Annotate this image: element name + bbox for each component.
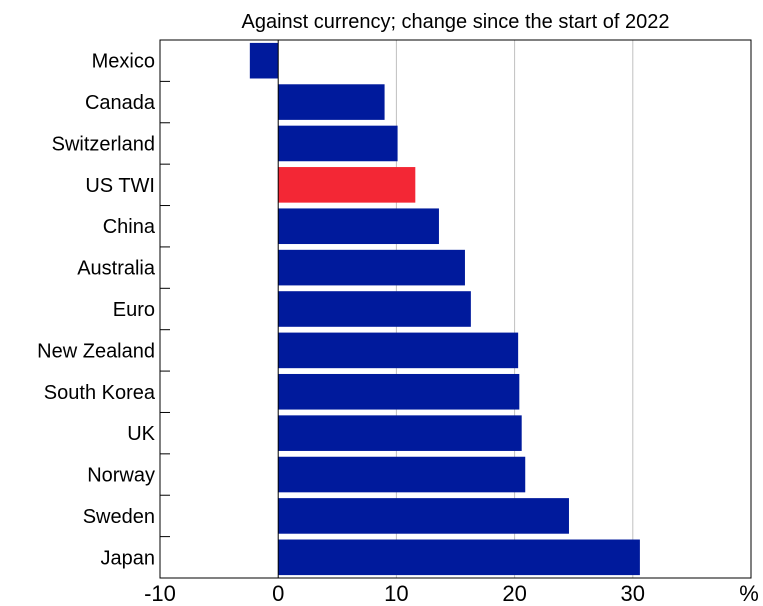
category-label: New Zealand <box>37 340 155 362</box>
bar-euro <box>278 291 471 327</box>
category-label: Japan <box>101 547 156 569</box>
bar-japan <box>278 539 640 576</box>
axes <box>159 39 752 579</box>
x-tick-labels: -10 0 10 20 30% <box>144 581 759 606</box>
plot-frame <box>159 39 752 579</box>
x-tick-label: 0 <box>272 581 284 606</box>
category-label: Mexico <box>92 51 155 73</box>
bar-switzerland <box>278 125 398 162</box>
bar-south-korea <box>278 373 520 410</box>
category-label: Sweden <box>83 506 155 528</box>
x-tick-label: 30 <box>621 581 645 606</box>
bar-china <box>278 208 439 245</box>
bar-australia <box>278 249 465 286</box>
category-label: UK <box>127 423 155 445</box>
bar-norway <box>278 456 526 493</box>
category-labels: Mexico Canada Switzerland US TWI China Austra… <box>37 51 156 570</box>
bar-canada <box>278 84 385 120</box>
category-label: US TWI <box>85 175 155 197</box>
category-label: South Korea <box>44 382 156 404</box>
bar-us-twi <box>278 167 416 203</box>
bar-new-zealand <box>278 332 519 369</box>
bars <box>249 42 640 576</box>
x-axis-unit: % <box>739 581 759 606</box>
category-label: Canada <box>85 92 156 114</box>
x-tick-label: 10 <box>384 581 408 606</box>
chart-title: Against currency; change since the start… <box>241 11 669 33</box>
category-label: China <box>103 216 156 238</box>
bar-mexico <box>249 42 279 79</box>
x-tick-label: 20 <box>502 581 526 606</box>
bar-uk <box>278 415 522 451</box>
category-label: Norway <box>87 465 155 487</box>
x-tick-label: -10 <box>144 581 176 606</box>
category-label: Switzerland <box>52 133 155 155</box>
category-label: Euro <box>113 299 155 321</box>
bar-sweden <box>278 498 569 534</box>
category-label: Australia <box>77 258 156 280</box>
